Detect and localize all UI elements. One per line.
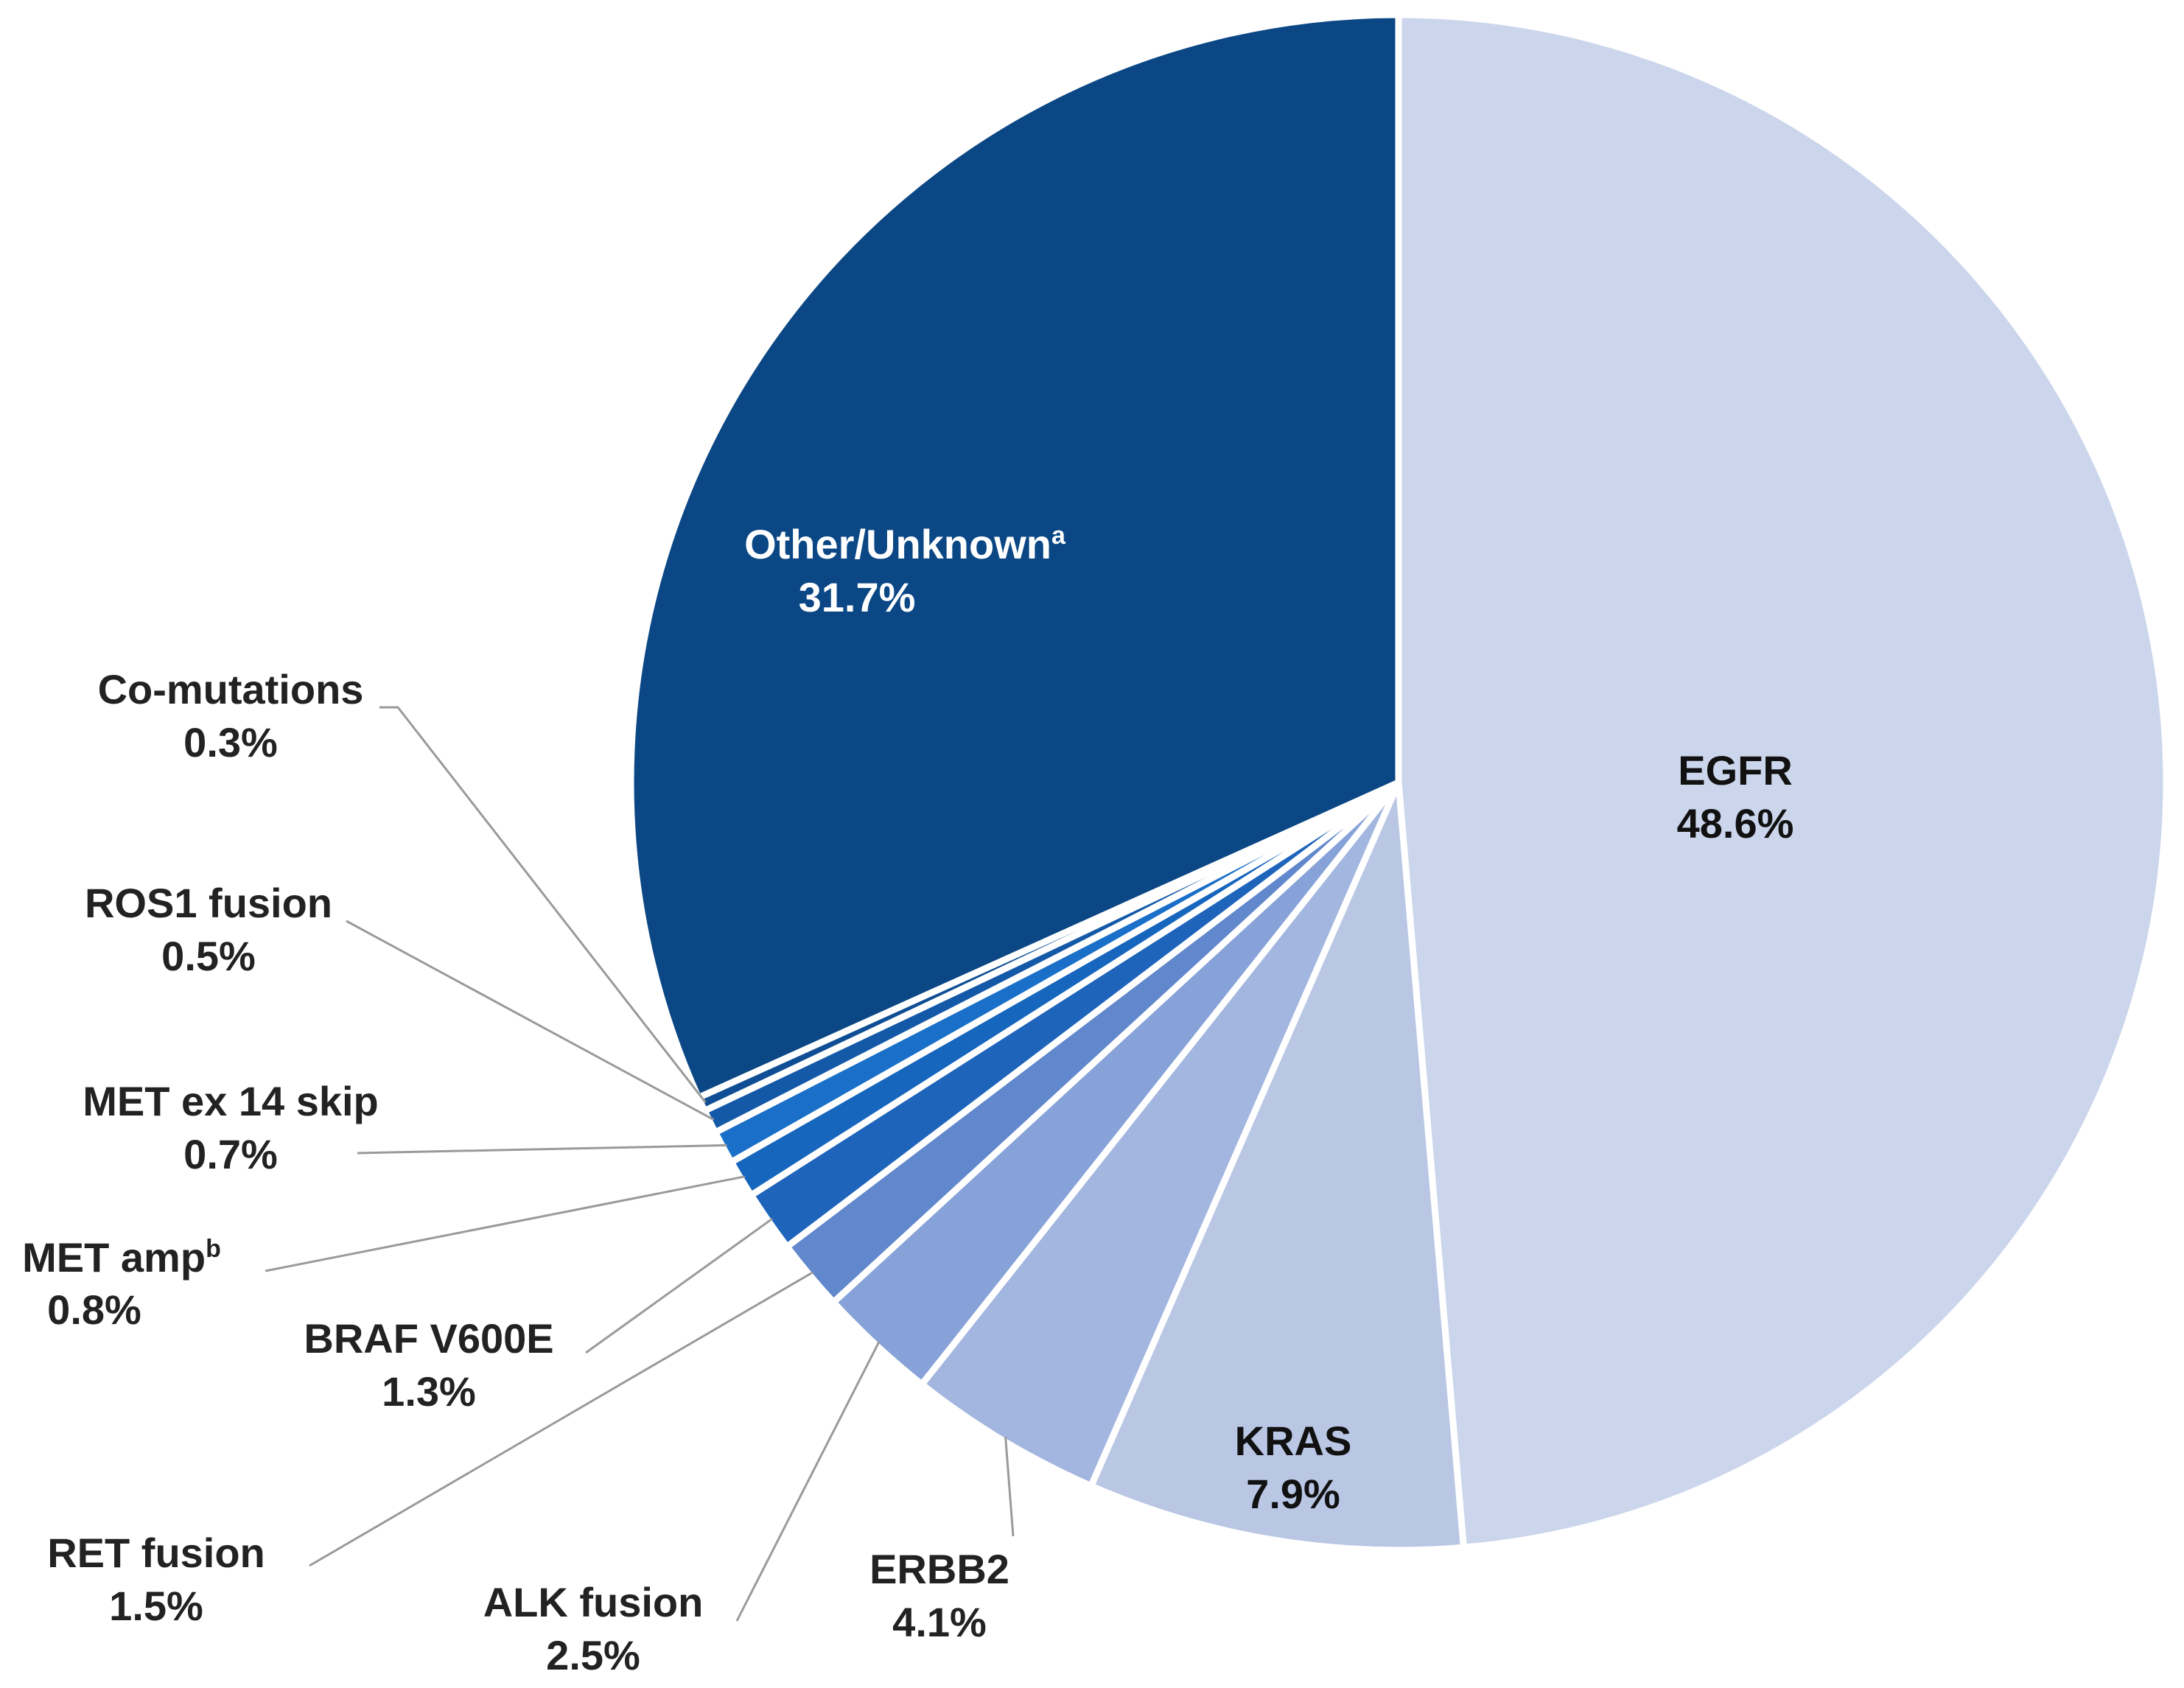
pie-slice-erbb2 <box>918 779 1402 1490</box>
label-kras: KRAS <box>1235 1418 1352 1464</box>
value-egfr: 48.6% <box>1677 800 1794 847</box>
value-ros1-fusion: 0.5% <box>161 933 256 979</box>
leader-line-met-amp <box>265 1175 745 1272</box>
label-met-amp-sup: b <box>206 1235 221 1263</box>
leader-line-braf-v600e <box>585 1217 773 1354</box>
label-met-ex14-skip: MET ex 14 skip <box>83 1078 379 1124</box>
value-erbb2: 4.1% <box>892 1599 987 1645</box>
leader-line-erbb2 <box>1004 1436 1015 1537</box>
value-kras: 7.9% <box>1246 1471 1340 1517</box>
value-braf-v600e: 1.3% <box>382 1368 476 1415</box>
leader-line-ret-fusion <box>309 1271 814 1567</box>
value-met-ex14-skip: 0.7% <box>183 1131 278 1177</box>
label-erbb2: ERBB2 <box>869 1546 1009 1592</box>
value-met-amp: 0.8% <box>47 1286 141 1333</box>
leader-line-co-mutations <box>379 706 707 1104</box>
label-other-unknown: Other/Unknowna <box>744 521 1066 567</box>
pie-slice-egfr <box>1395 11 2170 1551</box>
leader-lines <box>265 706 1015 1622</box>
label-braf-v600e: BRAF V600E <box>304 1315 553 1362</box>
value-ret-fusion: 1.5% <box>109 1583 203 1629</box>
label-co-mutations: Co-mutations <box>98 666 364 712</box>
label-other-unknown-sup: a <box>1051 522 1066 550</box>
label-ros1-fusion: ROS1 fusion <box>85 880 332 926</box>
value-co-mutations: 0.3% <box>183 719 278 766</box>
label-met-amp: MET ampb <box>22 1234 221 1281</box>
leader-line-ros1-fusion <box>346 920 715 1121</box>
value-alk-fusion: 2.5% <box>546 1632 640 1678</box>
leader-line-met-ex-14-skip <box>357 1144 727 1155</box>
label-other-unknown-text: Other/Unknown <box>744 521 1051 567</box>
label-alk-fusion: ALK fusion <box>483 1579 704 1625</box>
label-egfr: EGFR <box>1678 747 1793 794</box>
pie-slices <box>627 11 2170 1554</box>
label-met-amp-text: MET amp <box>22 1234 206 1281</box>
pie-slice-other-unknown <box>627 11 1402 1102</box>
leader-line-alk-fusion <box>735 1341 881 1622</box>
label-ret-fusion: RET fusion <box>47 1530 265 1576</box>
pie-slice-kras <box>1088 779 1467 1554</box>
value-other-unknown: 31.7% <box>799 574 916 620</box>
